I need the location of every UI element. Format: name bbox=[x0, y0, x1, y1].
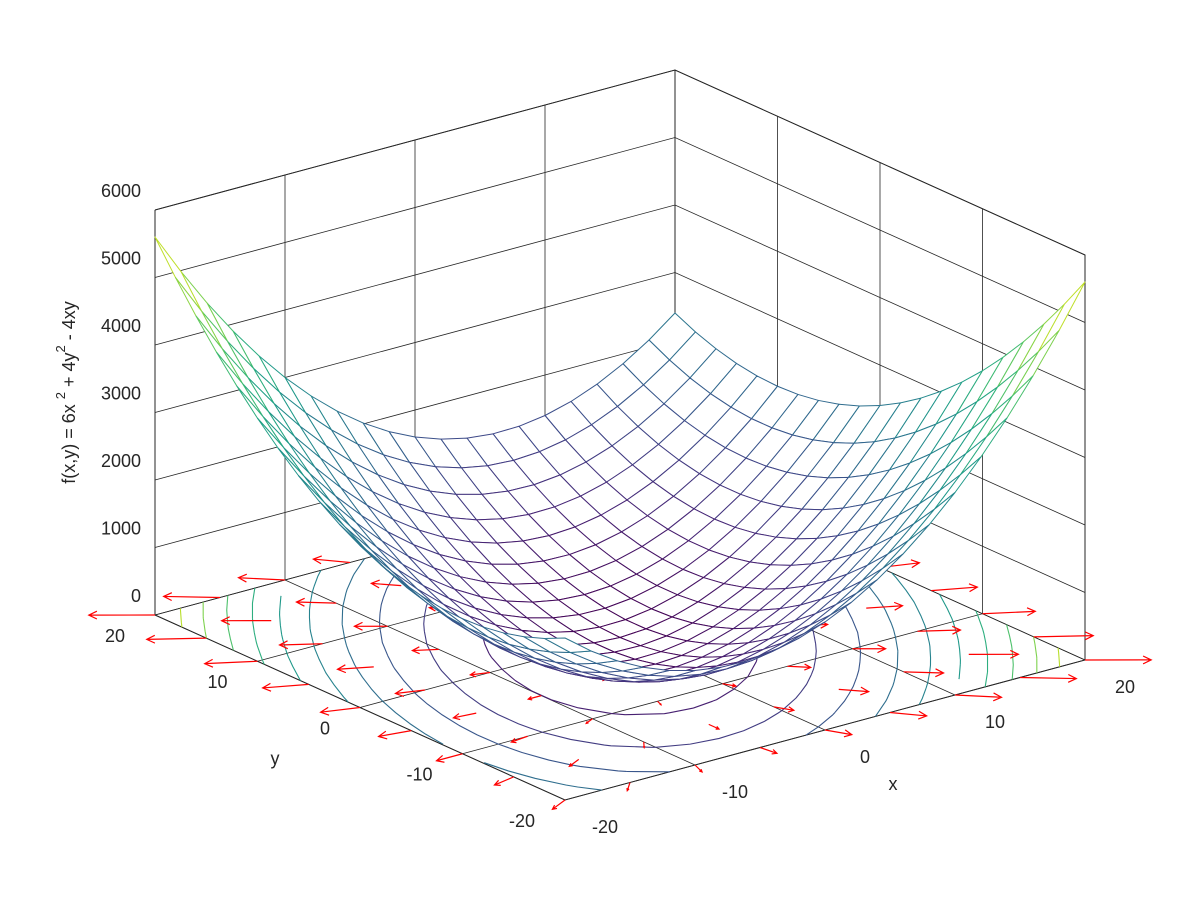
y-axis-label: y bbox=[271, 748, 280, 768]
quiver-arrow bbox=[369, 579, 402, 589]
quiver-arrow bbox=[708, 723, 721, 730]
contour-line bbox=[251, 588, 989, 687]
quiver-arrow bbox=[1019, 673, 1078, 683]
z-label-part: - 4xy bbox=[59, 301, 79, 345]
quiver-arrow bbox=[866, 601, 904, 611]
y-tick-label: 20 bbox=[105, 626, 125, 646]
quiver-arrow bbox=[353, 621, 388, 631]
contour-line bbox=[202, 602, 1038, 673]
z-label-part: + 4y bbox=[59, 352, 79, 392]
x-tick-label: 20 bbox=[1115, 677, 1135, 697]
quiver-arrow bbox=[162, 592, 221, 602]
quiver-arrow bbox=[452, 712, 477, 721]
z-tick-label: 4000 bbox=[101, 316, 141, 336]
quiver-arrow bbox=[435, 753, 463, 763]
quiver-arrow bbox=[889, 710, 929, 720]
quiver-arrow bbox=[585, 718, 593, 725]
quiver-arrow bbox=[787, 663, 813, 671]
contour-line bbox=[179, 608, 1061, 667]
quiver-arrow bbox=[410, 646, 439, 655]
quiver-arrow bbox=[311, 555, 351, 565]
quiver-arrow bbox=[394, 688, 426, 697]
z-tick-label: 1000 bbox=[101, 518, 141, 538]
floor-layer bbox=[87, 464, 1153, 811]
y-tick-label: 0 bbox=[320, 718, 330, 738]
quiver-arrow bbox=[551, 799, 566, 811]
quiver-arrow bbox=[377, 730, 412, 740]
quiver-arrow bbox=[694, 764, 704, 773]
quiver-arrow bbox=[1084, 655, 1153, 665]
z-label-part: f(x,y) = 6x bbox=[59, 399, 79, 484]
x-tick-label: -10 bbox=[722, 782, 748, 802]
quiver-arrow bbox=[838, 686, 871, 696]
quiver-arrow bbox=[295, 597, 337, 607]
quiver-arrow bbox=[203, 658, 258, 668]
quiver-arrow bbox=[336, 664, 374, 674]
quiver-arrow bbox=[824, 729, 854, 738]
z-tick-label: 2000 bbox=[101, 451, 141, 471]
quiver-arrow bbox=[87, 610, 156, 620]
z-tick-label: 6000 bbox=[101, 181, 141, 201]
quiver-arrow bbox=[526, 695, 542, 701]
quiver-arrow bbox=[968, 649, 1020, 659]
quiver-arrow bbox=[773, 706, 796, 713]
quiver-arrow bbox=[145, 634, 207, 644]
quiver-arrow bbox=[1033, 631, 1095, 641]
contour-line bbox=[308, 570, 932, 705]
quiver-arrow bbox=[626, 782, 631, 792]
quiver-arrow bbox=[220, 616, 272, 626]
z-label-superscript: 2 bbox=[53, 392, 68, 399]
x-tick-label: 10 bbox=[985, 712, 1005, 732]
axis-labels: 0 1000 2000 3000 4000 5000 6000 -20 -10 0 10 20 -20 -… bbox=[101, 181, 1135, 837]
x-axis-label: x bbox=[889, 774, 898, 794]
quiver-arrow bbox=[954, 692, 1003, 702]
z-tick-label: 0 bbox=[131, 586, 141, 606]
quiver-arrow bbox=[278, 640, 323, 650]
y-tick-label: -20 bbox=[509, 811, 535, 831]
mesh-face bbox=[544, 637, 592, 654]
quiver-arrow bbox=[852, 644, 887, 654]
y-tick-label: 10 bbox=[207, 672, 227, 692]
quiver-arrow bbox=[510, 735, 528, 744]
quiver-arrow bbox=[493, 776, 514, 786]
quiver-arrow bbox=[319, 706, 361, 716]
x-tick-label: 0 bbox=[860, 747, 870, 767]
y-tick-label: -10 bbox=[406, 765, 432, 785]
quiver-arrow bbox=[759, 746, 779, 755]
z-tick-label: 5000 bbox=[101, 248, 141, 268]
quiver-arrow bbox=[903, 668, 945, 678]
quiver-arrow bbox=[931, 583, 979, 593]
quiver-arrow bbox=[657, 700, 663, 706]
surface-mesh bbox=[154, 236, 1086, 683]
quiver-arrow bbox=[917, 625, 962, 635]
contour-line bbox=[279, 594, 961, 681]
quiver-arrow bbox=[468, 671, 491, 678]
quiver-arrow bbox=[261, 682, 309, 692]
z-axis-label: f(x,y) = 6x 2 + 4y2 - 4xy bbox=[53, 301, 78, 484]
quiver-arrow bbox=[568, 758, 580, 768]
quiver-arrow bbox=[642, 741, 646, 750]
x-tick-label: -20 bbox=[592, 817, 618, 837]
z-label-superscript: 2 bbox=[53, 345, 68, 352]
z-tick-label: 3000 bbox=[101, 383, 141, 403]
quiver-arrow bbox=[237, 573, 286, 583]
quiver-arrow bbox=[722, 683, 738, 688]
quiver-arrow bbox=[982, 607, 1037, 617]
